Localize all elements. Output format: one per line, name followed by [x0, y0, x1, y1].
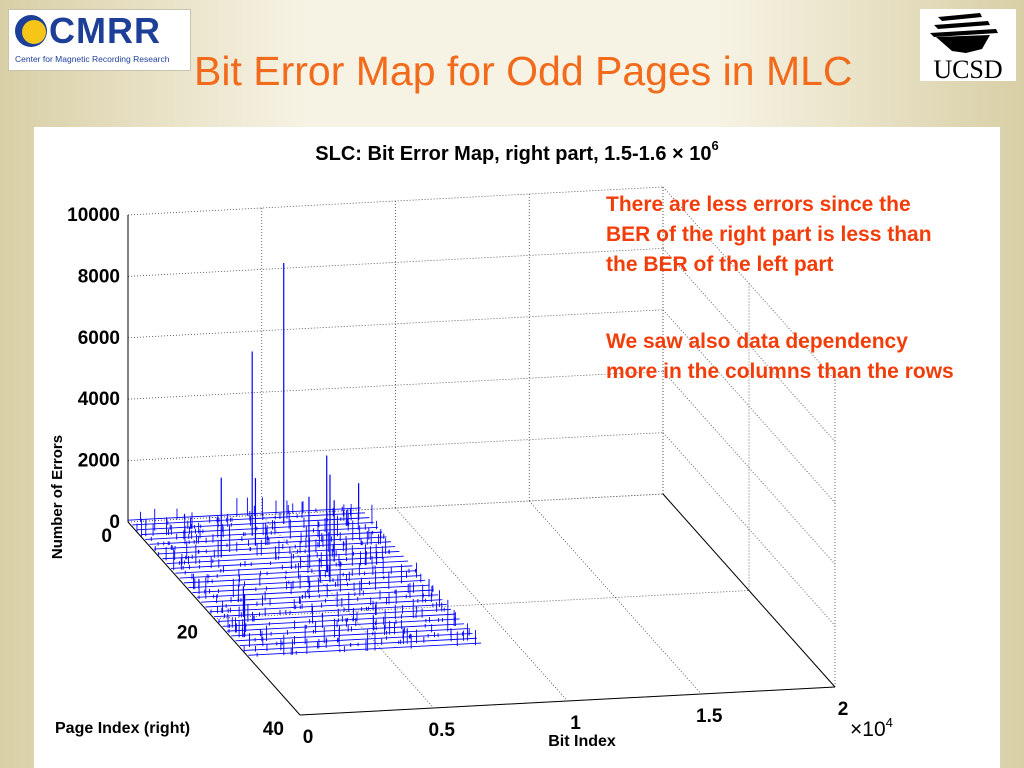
x-tick-label: 0 — [303, 727, 314, 748]
chart-figure: SLC: Bit Error Map, right part, 1.5-1.6 … — [34, 127, 1000, 768]
x-axis-label: Bit Index — [548, 733, 616, 750]
x-tick-label: 1.5 — [696, 706, 723, 727]
z-tick-label: 4000 — [78, 389, 120, 410]
grid-line — [662, 309, 836, 504]
cmrr-logo-name: CMRR — [49, 10, 161, 51]
error-row — [145, 526, 378, 540]
error-row — [158, 541, 391, 555]
z-tick-label: 6000 — [78, 328, 120, 349]
grid-line — [127, 309, 664, 339]
axis-line — [662, 493, 836, 688]
error-row — [179, 565, 413, 579]
grid-line — [662, 370, 836, 565]
grid-line — [127, 432, 664, 461]
annotation-data-dependency: We saw also data dependency more in the … — [606, 330, 954, 383]
error-row — [239, 632, 473, 647]
y-axis-label: Page Index (right) — [55, 720, 190, 737]
grid-line — [127, 370, 664, 400]
z-tick-label: 10000 — [67, 205, 120, 226]
error-row — [244, 637, 477, 651]
grid-line — [127, 186, 664, 216]
error-row — [248, 642, 482, 656]
grid-line — [662, 248, 836, 442]
bit-error-map-chart: SLC: Bit Error Map, right part, 1.5-1.6 … — [49, 138, 893, 750]
ucsd-logo-mark-icon — [930, 13, 998, 53]
error-row — [188, 575, 421, 589]
grid-line — [662, 432, 836, 626]
grid-line — [528, 500, 702, 695]
y-tick-label: 0 — [101, 526, 112, 547]
y-axis-line — [127, 521, 301, 716]
error-row — [170, 555, 404, 569]
ucsd-logo-name: UCSD — [933, 55, 1003, 84]
grid-line — [261, 514, 435, 709]
z-tick-label: 8000 — [78, 266, 120, 287]
error-row — [226, 618, 460, 632]
z-axis-label: Number of Errors — [49, 435, 66, 559]
x-scale-factor: ×104 — [850, 715, 893, 741]
x-tick-label: 0.5 — [429, 720, 456, 741]
annotation-less-errors: There are less errors since the BER of t… — [606, 193, 932, 276]
x-axis-line — [299, 686, 836, 716]
slide-title: Bit Error Map for Odd Pages in MLC — [194, 48, 853, 94]
z-tick-label: 0 — [109, 512, 120, 533]
grid-line — [127, 493, 664, 523]
grid-line — [127, 248, 664, 277]
x-tick-label: 2 — [838, 699, 849, 720]
y-tick-label: 20 — [177, 623, 198, 644]
error-row — [153, 536, 387, 550]
ucsd-logo: UCSD — [920, 9, 1016, 84]
error-row — [166, 550, 400, 565]
x-tick-label: 1 — [570, 713, 581, 734]
z-tick-label: 2000 — [78, 451, 120, 472]
error-row — [222, 613, 456, 627]
error-row — [218, 608, 452, 622]
grid-line — [213, 590, 750, 619]
error-row — [209, 599, 443, 613]
cmrr-logo-mark-icon — [15, 15, 47, 47]
chart-title: SLC: Bit Error Map, right part, 1.5-1.6 … — [315, 138, 718, 165]
error-row — [213, 604, 447, 618]
error-row — [127, 507, 361, 521]
cmrr-logo-subtitle: Center for Magnetic Recording Research — [15, 54, 170, 64]
cmrr-logo: CMRR Center for Magnetic Recording Resea… — [8, 9, 191, 71]
error-row — [196, 584, 430, 598]
error-row — [201, 589, 434, 603]
y-tick-label: 40 — [263, 719, 284, 740]
grid-line — [662, 186, 836, 381]
error-row — [235, 628, 469, 642]
